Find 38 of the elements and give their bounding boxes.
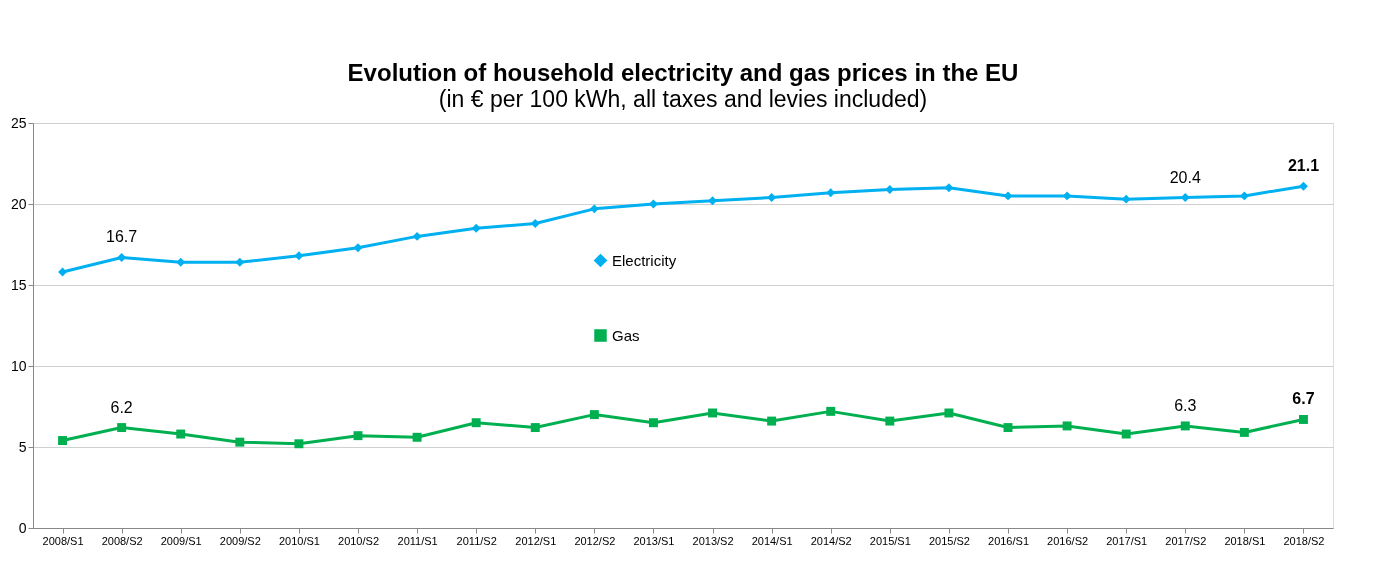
x-tick-label: 2009/S2: [219, 534, 261, 547]
data-label: 21.1: [1287, 157, 1320, 175]
x-tick-label: 2014/S2: [810, 534, 852, 547]
x-tick-label: 2010/S2: [338, 534, 379, 547]
x-tick-label: 2008/S1: [42, 534, 84, 547]
x-tick-label: 2013/S1: [633, 534, 675, 547]
x-tick-label: 2016/S1: [988, 534, 1029, 547]
y-tick-label: 15: [10, 276, 27, 293]
x-tick-label: 2016/S2: [1047, 534, 1089, 547]
x-tick-label: 2018/S2: [1283, 534, 1325, 547]
data-label: 16.7: [106, 228, 138, 246]
y-tick-label: 0: [18, 519, 27, 536]
x-tick-label: 2012/S2: [574, 534, 616, 547]
y-tick-label: 10: [10, 357, 27, 374]
x-tick-label: 2014/S1: [751, 534, 793, 547]
y-tick-label: 20: [10, 195, 27, 212]
x-tick-label: 2013/S2: [692, 534, 734, 547]
data-label: 6.7: [1292, 390, 1315, 408]
data-label: 6.2: [110, 398, 133, 416]
x-tick-label: 2012/S1: [515, 534, 557, 547]
x-tick-label: 2015/S1: [869, 534, 911, 547]
x-tick-label: 2015/S2: [928, 534, 970, 547]
x-tick-label: 2017/S2: [1165, 534, 1207, 547]
x-tick-label: 2018/S1: [1224, 534, 1266, 547]
x-tick-label: 2017/S1: [1106, 534, 1148, 547]
chart-subtitle: (in € per 100 kWh, all taxes and levies included): [438, 86, 928, 112]
y-tick-label: 5: [18, 438, 27, 455]
x-tick-label: 2009/S1: [160, 534, 202, 547]
legend-label: Electricity: [612, 251, 677, 269]
chart-title: Evolution of household electricity and gas prices in the EU: [347, 59, 1019, 86]
y-tick-label: 25: [10, 114, 27, 131]
x-tick-label: 2008/S2: [101, 534, 143, 547]
data-label: 20.4: [1169, 168, 1201, 186]
x-tick-label: 2011/S1: [397, 534, 438, 547]
x-tick-label: 2011/S2: [456, 534, 497, 547]
data-label: 6.3: [1174, 396, 1197, 414]
x-tick-label: 2010/S1: [278, 534, 320, 547]
legend-label: Gas: [612, 326, 640, 344]
